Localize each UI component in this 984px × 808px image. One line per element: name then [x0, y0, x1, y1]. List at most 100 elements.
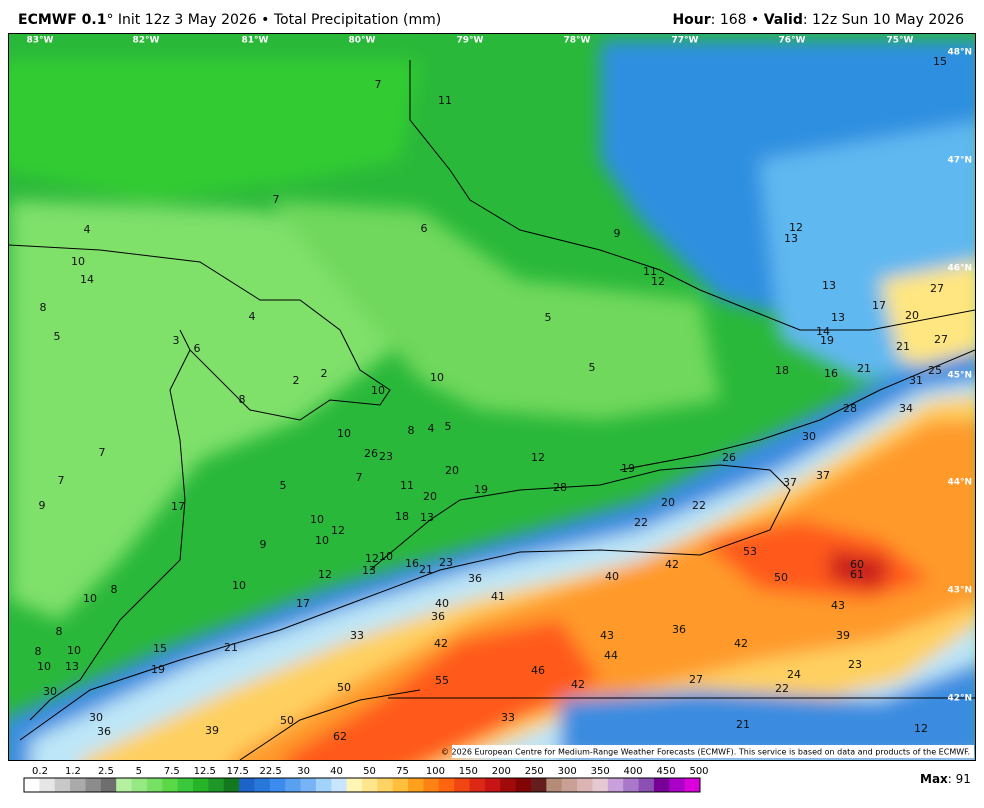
- colorbar-swatch: [100, 778, 117, 792]
- colorbar-swatch: [269, 778, 286, 792]
- colorbar-swatch: [392, 778, 409, 792]
- colorbar-swatch: [438, 778, 455, 792]
- precip-value: 60: [850, 558, 864, 571]
- latitude-label: 45°N: [947, 371, 972, 381]
- precip-value: 25: [928, 364, 942, 377]
- colorbar-label: 12.5: [194, 766, 216, 777]
- latitude-label: 44°N: [947, 478, 972, 488]
- colorbar-swatch: [561, 778, 578, 792]
- precip-value: 5: [445, 420, 452, 433]
- precip-value: 4: [249, 310, 256, 323]
- colorbar-swatch: [193, 778, 209, 792]
- map-frame: [8, 33, 976, 761]
- colorbar-swatch: [116, 778, 133, 792]
- colorbar-label: 5: [136, 766, 142, 777]
- precip-value: 39: [836, 629, 850, 642]
- precip-value: 8: [35, 645, 42, 658]
- precip-value: 12: [318, 568, 332, 581]
- colorbar-label: 250: [525, 766, 544, 777]
- precip-value: 7: [273, 193, 280, 206]
- precip-value: 9: [614, 227, 621, 240]
- precip-value: 5: [54, 330, 61, 343]
- precip-value: 19: [151, 663, 165, 676]
- colorbar-swatch: [454, 778, 471, 792]
- precip-value: 28: [843, 402, 857, 415]
- colorbar-label: 450: [657, 766, 676, 777]
- precip-value: 6: [421, 222, 428, 235]
- colorbar-swatch: [254, 778, 271, 792]
- colorbar-swatch: [653, 778, 670, 792]
- precip-value: 12: [365, 552, 379, 565]
- precip-value: 10: [310, 513, 324, 526]
- title-left: ECMWF 0.1° Init 12z 3 May 2026 • Total P…: [18, 12, 441, 28]
- precip-value: 8: [408, 424, 415, 437]
- precip-value: 40: [435, 597, 449, 610]
- precip-value: 36: [97, 725, 111, 738]
- precip-value: 30: [43, 685, 57, 698]
- precip-value: 7: [99, 446, 106, 459]
- precip-value: 33: [350, 629, 364, 642]
- colorbar-label: 2.5: [98, 766, 114, 777]
- colorbar-swatch: [208, 778, 225, 792]
- precip-value: 30: [802, 430, 816, 443]
- title-right: Hour: 168 • Valid: 12z Sun 10 May 2026: [672, 12, 964, 28]
- precip-value: 17: [171, 500, 185, 513]
- precip-value: 22: [634, 516, 648, 529]
- precip-value: 21: [736, 718, 750, 731]
- precip-value: 18: [775, 364, 789, 377]
- colorbar-label: 40: [330, 766, 343, 777]
- precip-value: 23: [439, 556, 453, 569]
- precip-value: 13: [822, 279, 836, 292]
- precip-value: 13: [420, 511, 434, 524]
- precip-value: 21: [419, 563, 433, 576]
- precip-value: 18: [395, 510, 409, 523]
- colorbar-swatch: [85, 778, 102, 792]
- credit: © 2026 European Centre for Medium-Range …: [441, 748, 970, 757]
- precip-value: 19: [621, 462, 635, 475]
- longitude-label: 79°W: [457, 36, 484, 46]
- precip-value: 8: [239, 393, 246, 406]
- latitude-label: 46°N: [947, 264, 972, 274]
- longitude-label: 75°W: [887, 36, 914, 46]
- precip-value: 12: [651, 275, 665, 288]
- precip-value: 4: [84, 223, 91, 236]
- precip-value: 46: [531, 664, 545, 677]
- precip-value: 12: [914, 722, 928, 735]
- precip-value: 30: [89, 711, 103, 724]
- precip-value: 16: [824, 367, 838, 380]
- colorbar-swatch: [515, 778, 532, 792]
- precip-value: 12: [531, 451, 545, 464]
- longitude-label: 76°W: [779, 36, 806, 46]
- precip-value: 10: [337, 427, 351, 440]
- precip-value: 23: [848, 658, 862, 671]
- precip-value: 10: [315, 534, 329, 547]
- colorbar-swatch: [623, 778, 640, 792]
- precip-value: 11: [438, 94, 452, 107]
- colorbar-label: 100: [426, 766, 445, 777]
- precip-value: 14: [80, 273, 94, 286]
- precip-value: 14: [816, 325, 830, 338]
- colorbar-label: 30: [297, 766, 310, 777]
- colorbar-label: 500: [689, 766, 708, 777]
- precip-value: 10: [83, 592, 97, 605]
- colorbar-label: 7.5: [164, 766, 180, 777]
- hour: : 168 •: [710, 12, 764, 28]
- colorbar-label: 22.5: [260, 766, 282, 777]
- precip-value: 5: [589, 361, 596, 374]
- latitude-label: 43°N: [947, 586, 972, 596]
- precip-value: 22: [775, 682, 789, 695]
- precip-value: 62: [333, 730, 347, 743]
- precip-value: 20: [661, 496, 675, 509]
- precip-value: 8: [111, 583, 118, 596]
- precip-value: 10: [430, 371, 444, 384]
- precip-value: 13: [65, 660, 79, 673]
- precip-value: 37: [816, 469, 830, 482]
- max-value: : 91: [948, 772, 971, 786]
- coastlines: [9, 60, 975, 760]
- precip-value: 20: [445, 464, 459, 477]
- precip-value: 10: [67, 644, 81, 657]
- precip-value: 5: [545, 311, 552, 324]
- precip-value: 10: [37, 660, 51, 673]
- precip-value: 43: [600, 629, 614, 642]
